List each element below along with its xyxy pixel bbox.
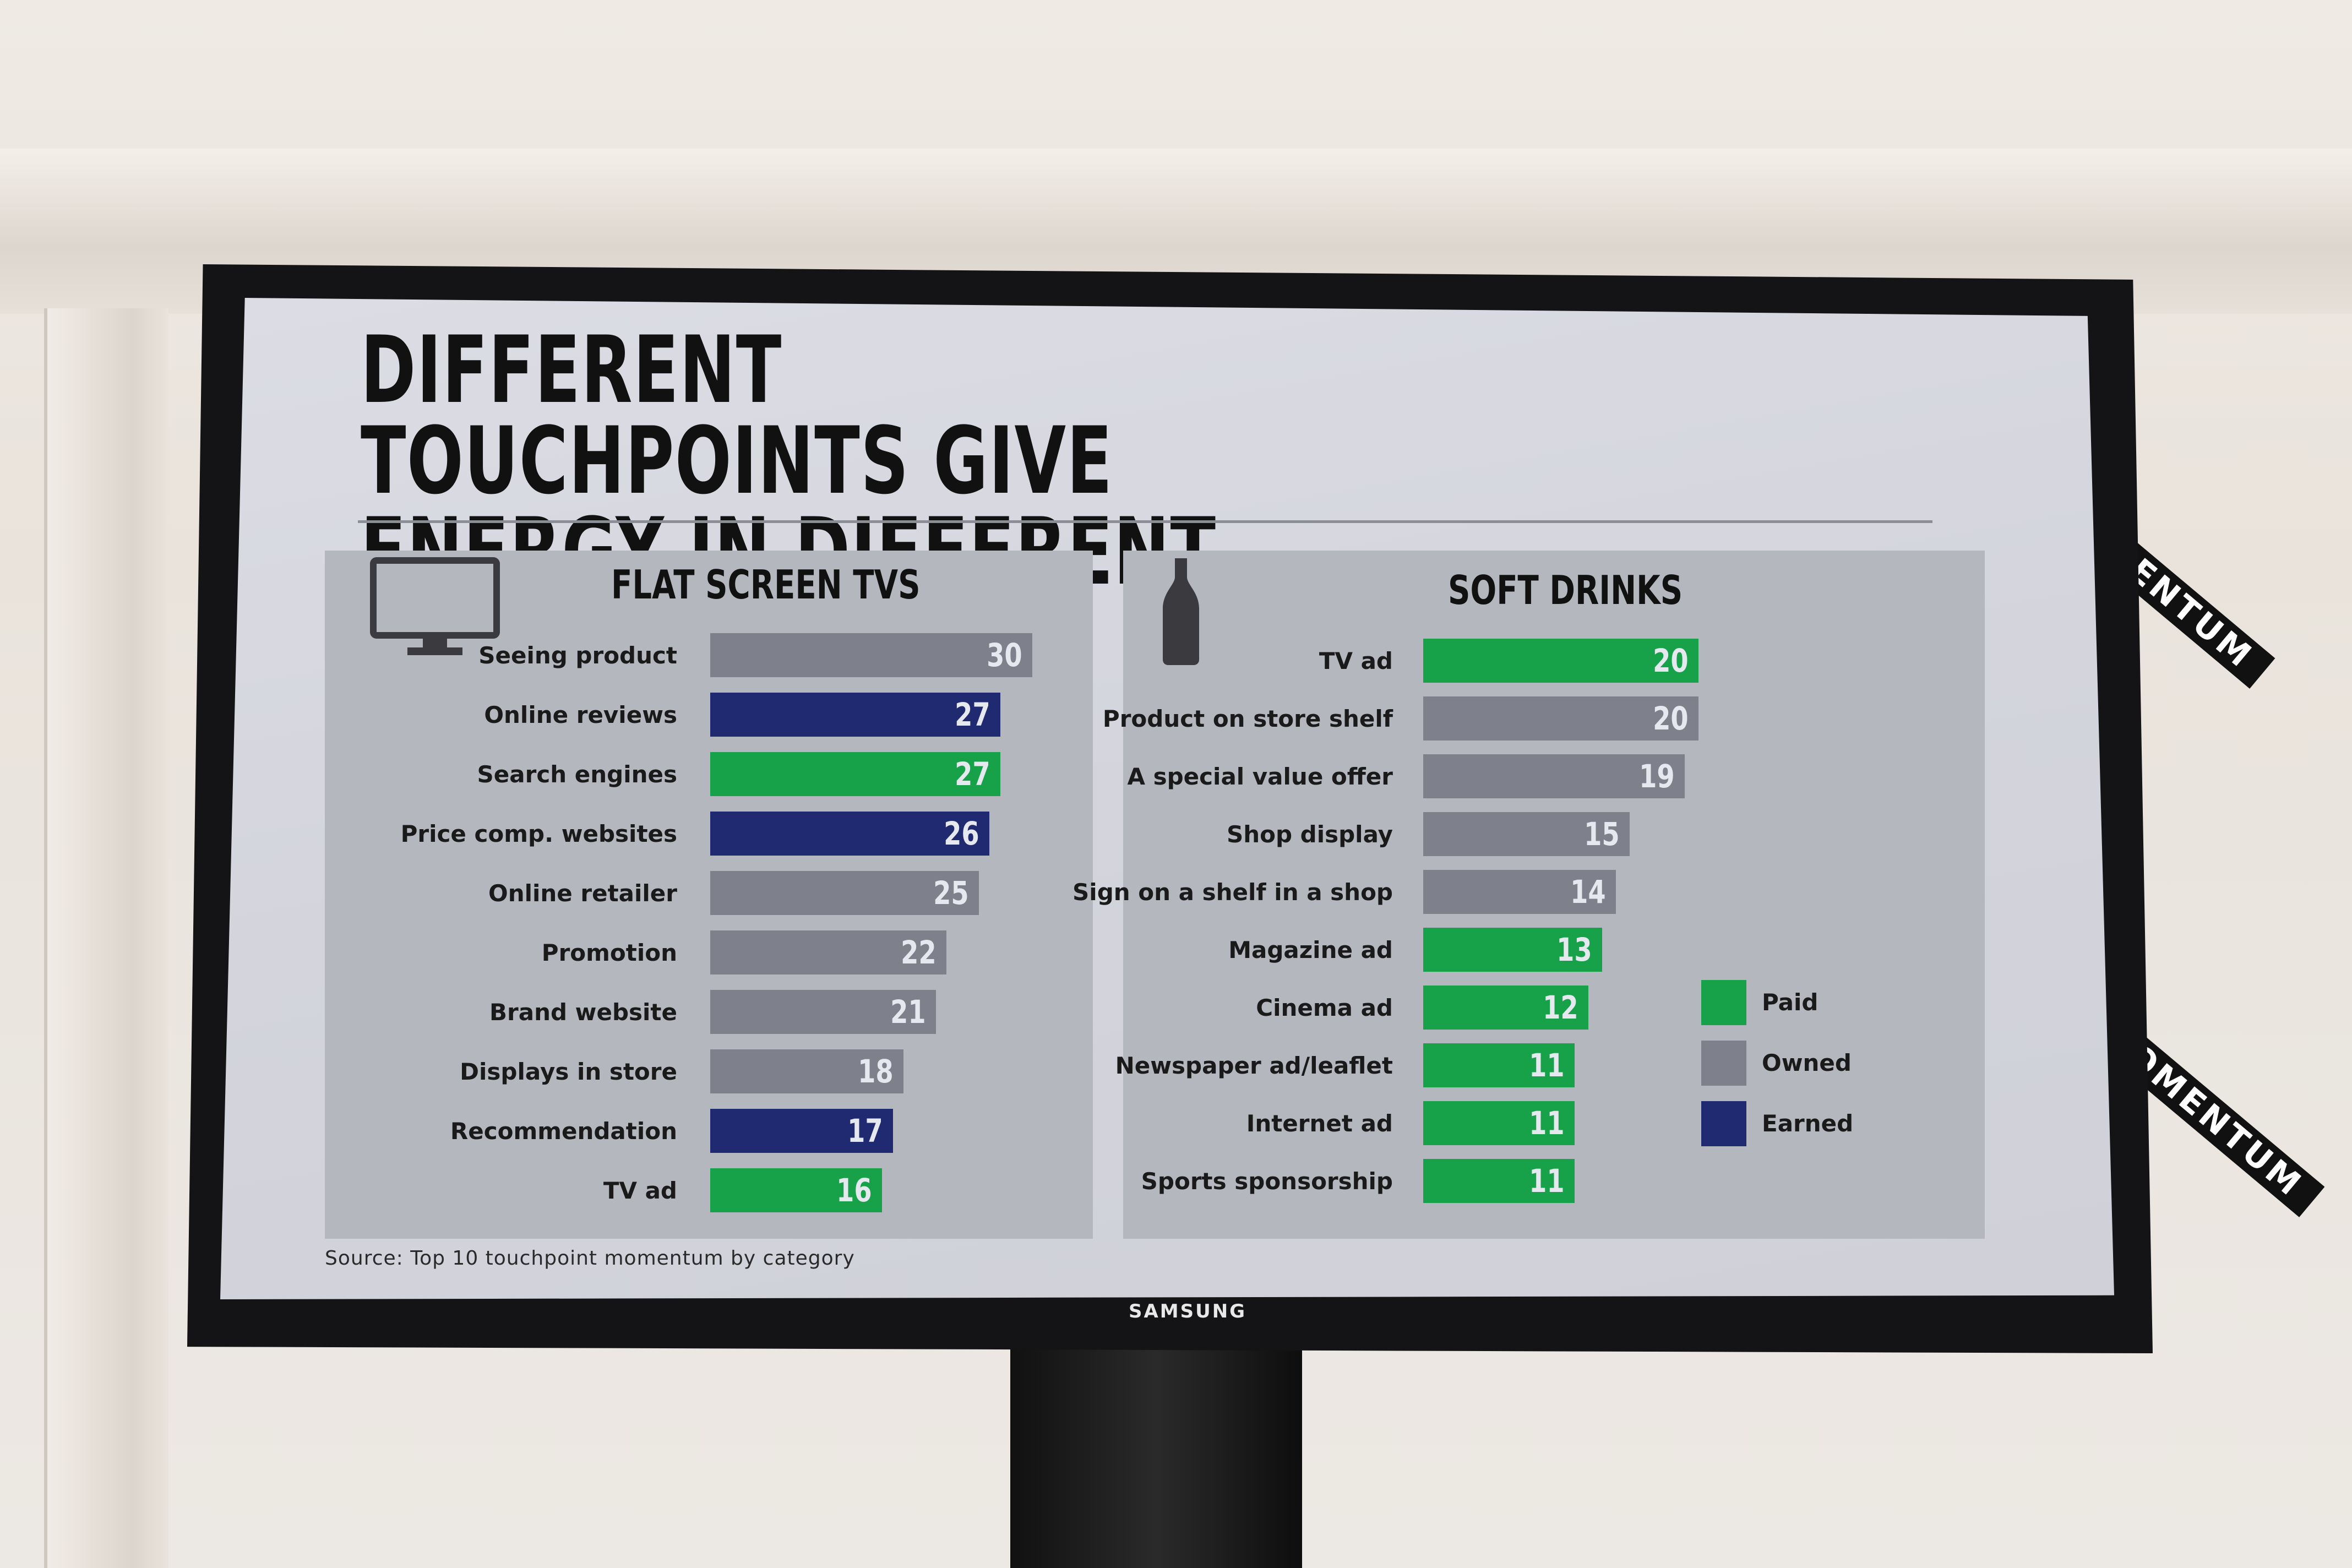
bar: 27	[710, 752, 1000, 796]
legend-swatch-paid	[1701, 980, 1746, 1025]
bar-label: TV ad	[603, 1177, 677, 1204]
bar-label: Brand website	[489, 999, 677, 1026]
bar-value-label: 21	[890, 993, 926, 1031]
bar-value-label: 17	[847, 1112, 883, 1150]
bar-value-label: 27	[954, 755, 990, 793]
bar: 12	[1423, 986, 1588, 1030]
bar-value-label: 19	[1639, 758, 1675, 795]
bar: 11	[1423, 1043, 1575, 1087]
bar-label: Promotion	[541, 939, 677, 966]
bar-label: Newspaper ad/leaflet	[1115, 1052, 1393, 1079]
bar-label: Price comp. websites	[400, 820, 677, 847]
bottle-icon	[1163, 558, 1199, 665]
bar: 11	[1423, 1101, 1575, 1145]
flat-screen-tvs-panel: FLAT SCREEN TVS Seeing product 30 Online r…	[325, 551, 1093, 1239]
bar: 18	[710, 1049, 903, 1093]
soft-drinks-panel: SOFT DRINKS TV ad 20 Product on store shel…	[1072, 551, 1985, 1239]
bar-value-label: 22	[901, 934, 937, 971]
legend-label: Earned	[1762, 1110, 1854, 1137]
bar-label: Internet ad	[1246, 1110, 1393, 1137]
bar-value-label: 15	[1584, 815, 1620, 853]
tv-stand-pole	[1010, 1338, 1302, 1568]
wall-pillar	[44, 308, 168, 1568]
tv-screen: DIFFERENT TOUCHPOINTS GIVE ENERGY IN DIF…	[220, 297, 2114, 1299]
slide-title-line: DIFFERENT TOUCHPOINTS GIVE	[361, 316, 1113, 515]
bar: 20	[1423, 696, 1698, 741]
bar-value-label: 13	[1556, 931, 1592, 968]
bar-value-label: 26	[944, 815, 979, 852]
tv-icon	[370, 557, 500, 655]
legend-label: Owned	[1762, 1049, 1852, 1076]
bar: 26	[710, 812, 989, 856]
bar-value-label: 14	[1570, 873, 1606, 911]
bar: 30	[710, 633, 1032, 677]
bar: 16	[710, 1168, 882, 1212]
bar-label: TV ad	[1319, 647, 1393, 674]
bar-value-label: 20	[1653, 700, 1689, 737]
title-divider	[358, 520, 1932, 523]
bar: 20	[1423, 639, 1698, 683]
bar-label: Sports sponsorship	[1141, 1168, 1393, 1195]
bar: 22	[710, 930, 946, 974]
bar: 13	[1423, 928, 1602, 972]
bar-label: Online retailer	[488, 880, 677, 907]
bar: 11	[1423, 1159, 1575, 1203]
bar-value-label: 11	[1529, 1047, 1565, 1084]
legend-swatch-owned	[1701, 1041, 1746, 1086]
bar-label: Seeing product	[478, 642, 677, 669]
bar-label: Product on store shelf	[1102, 705, 1393, 732]
bar: 21	[710, 990, 936, 1034]
bar-label: Shop display	[1226, 821, 1393, 848]
bar: 14	[1423, 870, 1616, 914]
bar-label: Recommendation	[450, 1118, 677, 1145]
bar-value-label: 16	[836, 1172, 872, 1209]
bar-value-label: 11	[1529, 1162, 1565, 1200]
bar-value-label: 12	[1543, 989, 1578, 1026]
bar-value-label: 20	[1653, 642, 1689, 679]
bar-value-label: 27	[954, 696, 990, 733]
bar: 27	[710, 693, 1000, 737]
legend-label: Paid	[1762, 989, 1819, 1016]
bar-label: A special value offer	[1127, 763, 1393, 790]
bar-label: Online reviews	[484, 701, 677, 728]
panel-title: FLAT SCREEN TVS	[611, 562, 921, 608]
source-note: Source: Top 10 touchpoint momentum by ca…	[325, 1247, 855, 1270]
bar-label: Sign on a shelf in a shop	[1072, 879, 1393, 906]
bar-value-label: 11	[1529, 1104, 1565, 1142]
tv-brand-logo: SAMSUNG	[1129, 1300, 1247, 1322]
bar: 19	[1423, 754, 1685, 798]
bar: 15	[1423, 812, 1630, 856]
bar-value-label: 30	[987, 636, 1022, 674]
bar: 17	[710, 1109, 893, 1153]
panel-title: SOFT DRINKS	[1448, 567, 1683, 613]
legend-swatch-earned	[1701, 1101, 1746, 1146]
bar-label: Cinema ad	[1256, 994, 1393, 1021]
bar-label: Search engines	[477, 761, 677, 788]
bar-label: Displays in store	[460, 1058, 677, 1085]
bar: 25	[710, 871, 979, 915]
bar-value-label: 25	[933, 874, 969, 912]
bar-label: Magazine ad	[1228, 937, 1393, 963]
bar-value-label: 18	[858, 1053, 894, 1090]
